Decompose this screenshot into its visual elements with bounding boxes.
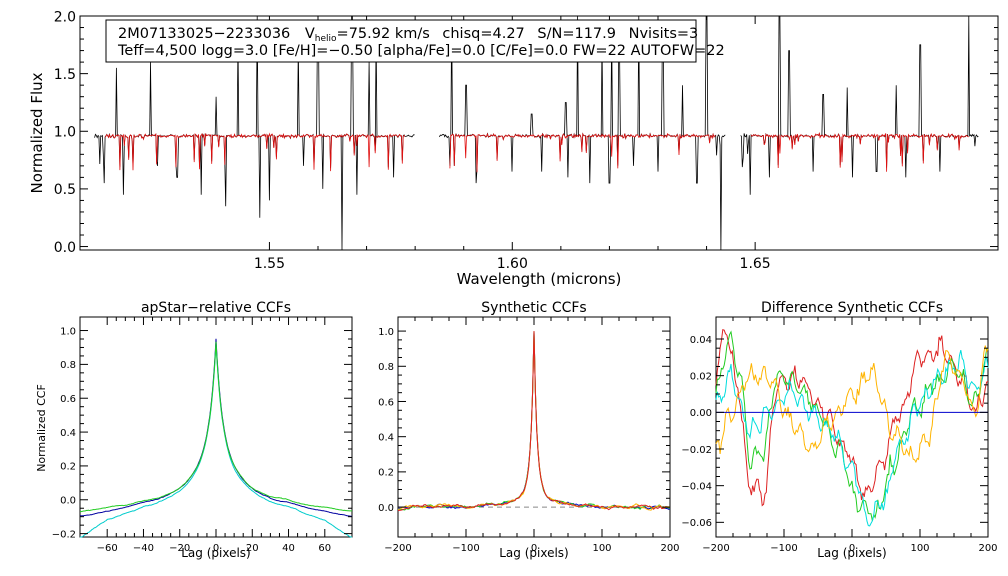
difference-ccf-axes: −200 −100 0 100 200 −0.06 −0.04 −0.02 0.00 0.02 0.… [681, 317, 998, 554]
spectrum-ytick-label: 1.5 [54, 67, 76, 83]
signal-to-noise: S/N=117.9 [537, 26, 616, 42]
apstar-ccf-xtick-label: 20 [246, 543, 259, 554]
apstar-ccf-series-line [80, 341, 352, 513]
spectrum-axes: 1.55 1.60 1.65 0.0 0.5 1.0 1.5 2.0 [54, 9, 998, 272]
vhelio-value: =75.92 km/s [337, 26, 430, 42]
synthetic-ccf-xlabel: Lag (pixels) [499, 546, 569, 560]
spectrum-ytick-label: 0.0 [54, 240, 76, 256]
apstar-ccf-xtick-label: −60 [97, 543, 118, 554]
difference-ccf-ytick-label: −0.02 [681, 445, 712, 456]
model-spectrum-line [104, 132, 406, 172]
annotation-box [105, 19, 697, 63]
difference-ccf-ytick-label: 0.02 [690, 371, 712, 382]
difference-ccf-title: Difference Synthetic CCFs [761, 300, 943, 316]
difference-ccf-xlabel: Lag (pixels) [817, 546, 887, 560]
spectrum-xtick-label: 1.65 [740, 256, 771, 272]
difference-ccf-series-line [715, 345, 989, 464]
difference-ccf-xtick-label: 100 [910, 543, 929, 554]
synthetic-ccf-ytick-label: 0.2 [378, 468, 394, 479]
annotation-line-1: 2M07133025−2233036 Vhelio=75.92 km/s chi… [118, 26, 698, 44]
spectrum-ytick-label: 1.0 [54, 125, 76, 141]
apstar-ccf-title: apStar−relative CCFs [141, 300, 291, 316]
apstar-ccf-ytick-label: 0.6 [60, 394, 76, 405]
spectrum-ytick-label: 2.0 [54, 9, 76, 25]
synthetic-ccf-xtick-label: 200 [660, 543, 679, 554]
synthetic-ccf-plot-area [397, 331, 671, 512]
observed-spectrum-line [740, 15, 979, 195]
difference-ccf-series-line [715, 330, 989, 522]
apstar-ccf-xlabel: Lag (pixels) [181, 546, 251, 560]
apstar-ccf-ytick-label: 0.4 [60, 428, 76, 439]
synthetic-ccf-axes: −200 −100 0 100 200 0.0 0.2 0.4 0.6 0.8 1.0 [378, 317, 680, 554]
difference-ccf-panel: −200 −100 0 100 200 −0.06 −0.04 −0.02 0.00 0.02 0.… [681, 300, 997, 560]
difference-ccf-ytick-label: −0.04 [681, 481, 712, 492]
difference-ccf-ytick-label: −0.06 [681, 518, 712, 529]
synthetic-ccf-series-line [397, 331, 671, 510]
apstar-ccf-series-line [80, 338, 353, 517]
spectrum-plot-area [94, 15, 979, 251]
synthetic-ccf-xtick-label: 100 [592, 543, 611, 554]
vhelio-v: V [305, 26, 315, 42]
synthetic-ccf-ytick-label: 0.8 [378, 362, 394, 373]
synthetic-ccf-series-line [397, 331, 671, 512]
apstar-ccf-plot-area [80, 338, 353, 538]
apstar-ccf-ytick-label: 0.8 [60, 360, 76, 371]
apstar-ccf-xtick-label: −40 [133, 543, 154, 554]
chisq: chisq=4.27 [442, 26, 524, 42]
apstar-ccf-ylabel: Normalized CCF [35, 384, 48, 472]
annotation-line-2: Teff=4,500 logg=3.0 [Fe/H]=−0.50 [alpha/… [117, 43, 725, 59]
apstar-ccf-xtick-label: 60 [318, 543, 331, 554]
synthetic-ccf-xtick-label: 0 [531, 543, 537, 554]
apstar-ccf-ytick-label: 0.2 [60, 462, 76, 473]
synthetic-ccf-xtick-label: −200 [384, 543, 411, 554]
spectrum-xtick-label: 1.60 [497, 256, 528, 272]
synthetic-ccf-ytick-label: 0.6 [378, 397, 394, 408]
synthetic-ccf-panel: −200 −100 0 100 200 0.0 0.2 0.4 0.6 0.8 1.0 Synthe… [378, 300, 679, 560]
synthetic-ccf-title: Synthetic CCFs [481, 300, 586, 316]
difference-ccf-series-line [715, 329, 989, 507]
difference-ccf-xtick-label: −200 [702, 543, 729, 554]
spectrum-panel: 1.55 1.60 1.65 0.0 0.5 1.0 1.5 2.0 2M07133025−2… [28, 9, 999, 288]
apstar-ccf-ytick-label: −0.2 [52, 529, 76, 540]
synthetic-ccf-series-line [397, 331, 670, 511]
apstar-ccf-xtick-label: 0 [213, 543, 219, 554]
model-spectrum-line [449, 132, 716, 173]
difference-ccf-series-line [715, 349, 989, 527]
spectrum-ytick-label: 0.5 [54, 182, 76, 198]
apstar-ccf-axes: −60 −40 −20 0 20 40 60 −0.2 0.0 0.2 0.4 0.6 0.8 1.0 [52, 317, 352, 554]
difference-ccf-xtick-label: 200 [978, 543, 997, 554]
apstar-ccf-panel: −60 −40 −20 0 20 40 60 −0.2 0.0 0.2 0.4 0.6 0.8 1.0 a… [35, 300, 353, 560]
spectrum-xlabel: Wavelength (microns) [457, 270, 622, 288]
spectrum-frame [79, 15, 999, 251]
difference-ccf-ytick-label: 0.00 [690, 408, 712, 419]
difference-ccf-xtick-label: −100 [770, 543, 797, 554]
apstar-ccf-xtick-label: −20 [169, 543, 190, 554]
apstar-ccf-ytick-label: 0.0 [60, 496, 76, 507]
vhelio-sub: helio [315, 34, 337, 44]
difference-ccf-plot-area [715, 329, 989, 527]
apstar-ccf-ytick-label: 1.0 [60, 326, 76, 337]
apstar-ccf-xtick-label: 40 [282, 543, 295, 554]
synthetic-ccf-xtick-label: −100 [452, 543, 479, 554]
synthetic-ccf-ytick-label: 0.4 [378, 432, 394, 443]
spectrum-xtick-label: 1.55 [254, 256, 285, 272]
synthetic-ccf-ytick-label: 0.0 [378, 503, 394, 514]
synthetic-ccf-series-line [397, 331, 671, 511]
synthetic-ccf-ytick-label: 1.0 [378, 327, 394, 338]
model-spectrum-line [750, 132, 969, 172]
spectrum-ylabel: Normalized Flux [28, 72, 46, 193]
difference-ccf-ytick-label: 0.04 [690, 335, 712, 346]
nvisits: Nvisits=3 [629, 26, 699, 42]
star-id: 2M07133025−2233036 [118, 26, 290, 42]
difference-ccf-xtick-label: 0 [849, 543, 855, 554]
